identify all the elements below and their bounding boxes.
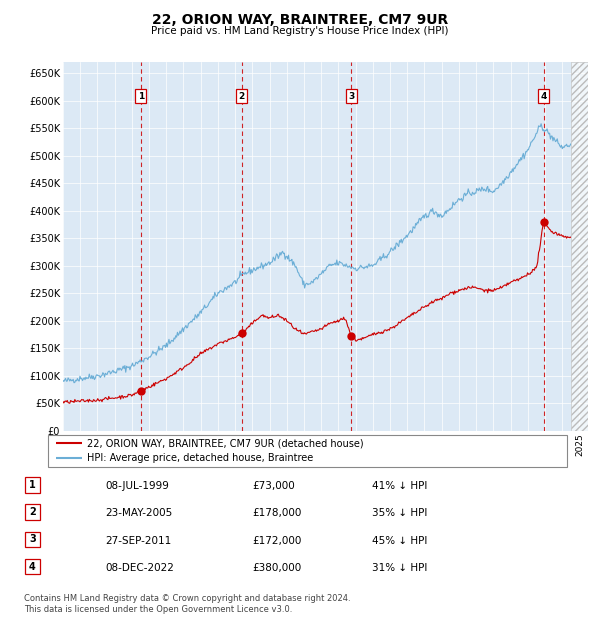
Text: 08-JUL-1999: 08-JUL-1999 (105, 481, 169, 491)
Text: 45% ↓ HPI: 45% ↓ HPI (372, 536, 427, 546)
Text: 22, ORION WAY, BRAINTREE, CM7 9UR (detached house): 22, ORION WAY, BRAINTREE, CM7 9UR (detac… (87, 438, 364, 448)
Text: 27-SEP-2011: 27-SEP-2011 (105, 536, 171, 546)
Text: 4: 4 (29, 562, 36, 572)
Text: 4: 4 (541, 92, 547, 100)
Text: 31% ↓ HPI: 31% ↓ HPI (372, 563, 427, 573)
Text: 3: 3 (29, 534, 36, 544)
Text: HPI: Average price, detached house, Braintree: HPI: Average price, detached house, Brai… (87, 453, 313, 463)
Text: 35% ↓ HPI: 35% ↓ HPI (372, 508, 427, 518)
FancyBboxPatch shape (48, 435, 567, 467)
Text: £172,000: £172,000 (252, 536, 301, 546)
Text: 3: 3 (348, 92, 354, 100)
FancyBboxPatch shape (25, 477, 40, 493)
Text: £73,000: £73,000 (252, 481, 295, 491)
FancyBboxPatch shape (25, 531, 40, 547)
Text: 22, ORION WAY, BRAINTREE, CM7 9UR: 22, ORION WAY, BRAINTREE, CM7 9UR (152, 13, 448, 27)
Text: Contains HM Land Registry data © Crown copyright and database right 2024.
This d: Contains HM Land Registry data © Crown c… (24, 595, 350, 614)
FancyBboxPatch shape (25, 504, 40, 520)
Text: Price paid vs. HM Land Registry's House Price Index (HPI): Price paid vs. HM Land Registry's House … (151, 26, 449, 36)
Text: 2: 2 (29, 507, 36, 517)
Text: £380,000: £380,000 (252, 563, 301, 573)
Text: 08-DEC-2022: 08-DEC-2022 (105, 563, 174, 573)
Text: 1: 1 (137, 92, 144, 100)
Text: 41% ↓ HPI: 41% ↓ HPI (372, 481, 427, 491)
FancyBboxPatch shape (25, 559, 40, 575)
Text: 23-MAY-2005: 23-MAY-2005 (105, 508, 172, 518)
Text: 1: 1 (29, 480, 36, 490)
Text: £178,000: £178,000 (252, 508, 301, 518)
Text: 2: 2 (239, 92, 245, 100)
